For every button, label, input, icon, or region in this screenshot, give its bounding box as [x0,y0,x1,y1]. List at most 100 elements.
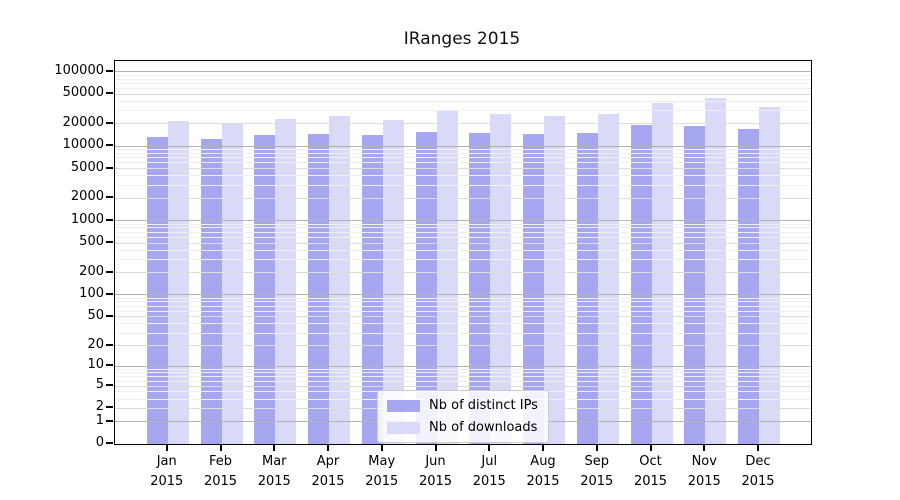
x-tick-sep [595,444,598,451]
x-tick-label-feb: Feb 2015 [189,452,253,492]
y-tick-100 [106,292,113,295]
legend-label: Nb of downloads [429,420,538,435]
bar-downloads-feb [221,124,243,444]
x-tick-label-jun: Jun 2015 [404,452,468,492]
y-tick-label-20000: 20000 [62,114,104,130]
x-tick-label-mar: Mar 2015 [242,452,306,492]
bar-distinct-ips-dec [738,128,759,444]
y-tick-label-10000: 10000 [62,137,104,153]
bar-downloads-may [382,119,404,444]
y-tick-label-500: 500 [79,234,104,250]
y-tick-2 [106,406,113,409]
y-tick-20000 [106,121,113,124]
x-tick-label-nov: Nov 2015 [672,452,736,492]
y-tick-20 [106,343,113,346]
bar-downloads-jun [436,110,458,444]
bar-downloads-nov [705,97,727,444]
x-tick-apr [327,444,329,451]
bar-downloads-jul [490,114,512,444]
y-tick-label-1000: 1000 [70,211,104,227]
bar-distinct-ips-jun [415,131,437,444]
bar-distinct-ips-nov [684,125,706,444]
legend-swatch-icon [387,399,420,412]
y-tick-0 [106,442,113,444]
y-tick-label-100: 100 [79,285,104,301]
x-tick-month: Oct [639,454,662,469]
x-tick-year: 2015 [526,474,560,489]
x-tick-month: Feb [208,454,233,469]
y-tick-label-200: 200 [79,263,104,279]
bar-distinct-ips-feb [200,139,222,444]
y-tick-5 [106,384,113,387]
x-tick-month: Dec [745,454,771,469]
x-tick-month: Aug [530,454,556,469]
bar-distinct-ips-jan [146,137,168,444]
legend-label: Nb of distinct IPs [429,398,538,413]
y-tick-10000 [106,144,113,147]
bar-distinct-ips-apr [308,134,329,444]
y-tick-label-50: 50 [87,307,104,323]
y-tick-10 [106,364,113,367]
x-tick-nov [703,444,706,451]
x-tick-label-oct: Oct 2015 [619,452,683,492]
legend: Nb of distinct IPs Nb of downloads [377,390,549,443]
y-tick-label-2: 2 [95,399,104,415]
y-tick-label-10: 10 [87,357,104,373]
legend-swatch-icon [387,421,420,434]
bar-downloads-oct [651,102,673,444]
legend-item-distinct-ips: Nb of distinct IPs [387,398,538,413]
x-tick-label-aug: Aug 2015 [511,452,575,492]
y-tick-label-5000: 5000 [70,159,104,175]
y-tick-label-100000: 100000 [54,62,104,78]
bar-distinct-ips-mar [254,135,276,444]
x-tick-month: Apr [316,454,340,469]
y-tick-100000 [106,69,113,72]
x-tick-label-dec: Dec 2015 [726,452,790,492]
bar-downloads-mar [275,118,297,444]
bar-distinct-ips-sep [576,133,598,444]
x-tick-feb [219,444,222,451]
x-tick-year: 2015 [472,474,506,489]
y-tick-50000 [106,92,113,95]
bar-distinct-ips-oct [630,124,652,444]
x-tick-year: 2015 [580,474,614,489]
x-tick-month: Sep [584,454,609,469]
x-tick-mar [273,444,276,451]
x-tick-year: 2015 [365,474,399,489]
y-tick-2000 [106,196,113,199]
x-tick-jun [434,444,437,451]
y-tick-500 [106,241,113,244]
x-tick-month: Mar [261,454,287,469]
x-tick-may [380,444,383,451]
y-tick-1000 [106,218,113,221]
bars-layer [115,61,811,444]
x-tick-label-jul: Jul 2015 [457,452,521,492]
x-tick-month: Nov [691,454,717,469]
plot-area: Nb of distinct IPs Nb of downloads [114,60,812,445]
x-tick-month: May [368,454,396,469]
x-tick-year: 2015 [741,474,775,489]
x-tick-year: 2015 [257,474,291,489]
bar-downloads-dec [759,107,780,444]
x-tick-dec [757,444,759,451]
legend-item-downloads: Nb of downloads [387,420,538,435]
chart-title: IRanges 2015 [403,29,521,49]
bar-downloads-aug [544,115,565,444]
x-tick-year: 2015 [418,474,453,489]
x-tick-label-apr: Apr 2015 [296,452,360,492]
x-tick-jan [165,444,168,451]
y-tick-label-1: 1 [95,412,104,428]
x-tick-oct [649,444,652,451]
y-tick-label-5: 5 [95,377,104,393]
x-tick-year: 2015 [633,474,668,489]
x-tick-label-jan: Jan 2015 [135,452,199,492]
x-tick-year: 2015 [150,474,184,489]
x-tick-year: 2015 [203,474,238,489]
x-tick-jul [488,444,491,451]
x-tick-label-may: May 2015 [350,452,414,492]
x-tick-label-sep: Sep 2015 [565,452,629,492]
bar-downloads-sep [597,113,619,444]
y-tick-1 [106,419,113,422]
bar-downloads-apr [329,115,350,444]
